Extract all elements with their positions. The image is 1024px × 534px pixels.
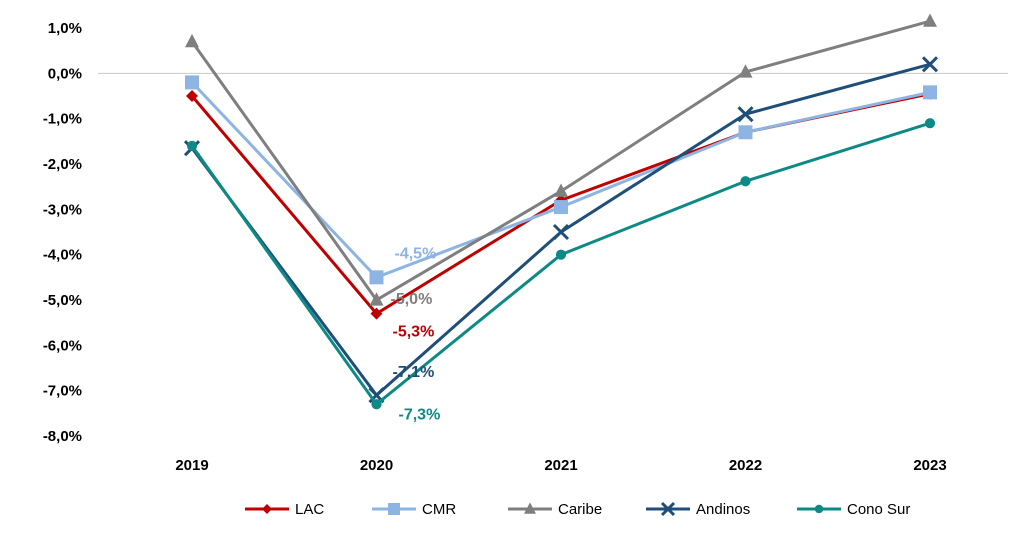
series-andinos [183,56,939,404]
data-label-andinos: -7,1% [393,364,435,381]
legend-marker [814,504,824,514]
x-tick-label: 2021 [544,457,577,474]
legend-marker [660,501,676,517]
y-axis: 1,0% 0,0% -1,0% -2,0% -3,0% -4,0% -5,0% -6,0% -7… [43,20,82,445]
data-point-andinos [737,106,754,123]
x-tick-label: 2022 [729,457,762,474]
y-tick-label: -5,0% [43,292,82,309]
legend-label: LAC [295,501,324,518]
legend-label: Andinos [696,501,750,518]
legend-label: Cono Sur [847,501,910,518]
legend-item-andinos: Andinos [646,501,750,518]
series-lines [183,13,939,410]
y-tick-label: -8,0% [43,428,82,445]
legend-item-caribe: Caribe [508,501,602,518]
data-point-caribe [554,183,568,197]
data-label-cono-sur: -7,3% [399,406,441,423]
data-point-cmr [554,200,568,215]
data-point-caribe [923,13,937,27]
legend-marker [388,503,400,515]
x-tick-label: 2019 [175,457,208,474]
legend: LAC CMR Caribe Andinos Cono Sur [245,501,910,518]
data-point-cono-sur [371,399,382,410]
series-line-andinos [190,62,931,397]
legend-item-cono-sur: Cono Sur [797,501,910,518]
data-labels: -4,5% -5,0% -5,3% -7,1% -7,3% [391,245,441,423]
data-point-caribe [738,64,753,78]
legend-marker [524,502,536,514]
data-point-andinos [552,223,570,241]
y-tick-label: -7,0% [43,383,82,400]
x-tick-label: 2023 [913,457,946,474]
y-tick-label: 1,0% [48,20,82,37]
legend-marker [262,504,272,514]
y-tick-label: -6,0% [43,337,82,354]
data-point-cmr [185,75,199,90]
data-point-caribe [369,292,384,306]
series-line-cmr [190,81,931,279]
legend-item-lac: LAC [245,501,324,518]
data-label-lac: -5,3% [393,324,435,341]
y-tick-label: 0,0% [48,65,82,82]
data-point-andinos [921,56,939,73]
series-caribe [185,13,937,306]
y-tick-label: -2,0% [43,156,82,173]
data-label-cmr: -4,5% [395,245,437,262]
data-point-cono-sur [924,118,936,129]
data-point-cmr [923,85,937,100]
data-point-cono-sur [740,176,751,187]
y-tick-label: -1,0% [43,111,82,128]
series-cono-sur [186,118,936,410]
data-label-caribe: -5,0% [391,291,433,308]
legend-label: Caribe [558,501,602,518]
data-point-cono-sur [186,140,198,151]
x-axis: 2019 2020 2021 2022 2023 [175,457,946,474]
series-line-cono-sur [190,121,931,406]
data-point-cmr [369,270,384,285]
y-tick-label: -3,0% [43,201,82,218]
data-point-lac [186,90,198,102]
legend-label: CMR [422,501,456,518]
data-point-cmr [738,125,753,140]
data-point-lac [370,307,383,320]
data-point-caribe [185,33,199,48]
legend-item-cmr: CMR [372,501,456,518]
y-tick-label: -4,0% [43,247,82,264]
x-tick-label: 2020 [360,457,393,474]
data-point-cono-sur [555,249,567,260]
